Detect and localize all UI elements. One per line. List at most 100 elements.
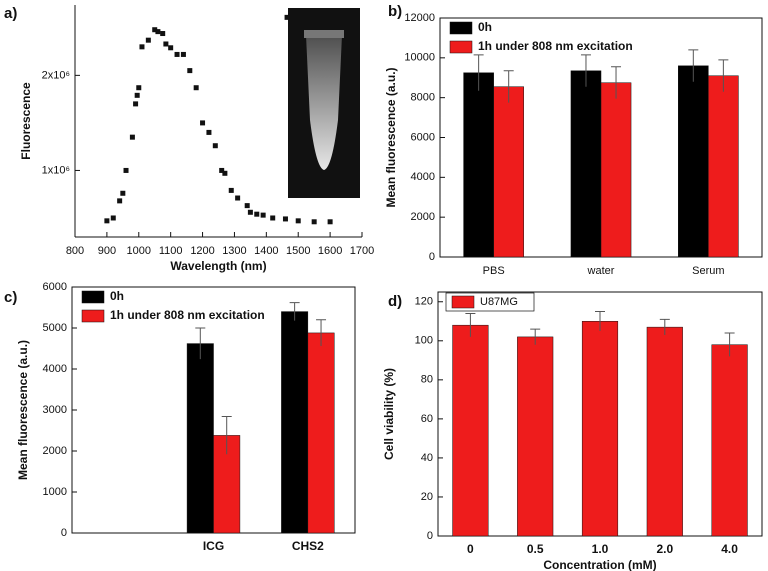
error-bar <box>659 318 670 335</box>
x-tick-label: 900 <box>98 245 116 257</box>
x-tick-label: 4.0 <box>721 542 738 556</box>
bar <box>600 82 632 258</box>
bar <box>307 332 335 534</box>
y-tick-label: 4000 <box>411 171 435 183</box>
data-point <box>212 143 218 149</box>
bar <box>708 75 739 258</box>
x-tick-label: water <box>587 265 615 277</box>
y-axis-label: Mean fluorescence (a.u.) <box>16 340 30 480</box>
bar <box>517 336 554 537</box>
x-tick-label: 2.0 <box>656 542 673 556</box>
error-bar <box>724 332 735 357</box>
legend-label: 1h under 808 nm excitation <box>478 39 633 53</box>
data-point <box>152 27 158 33</box>
y-tick-label: 5000 <box>43 322 67 334</box>
error-bar <box>611 66 622 99</box>
data-point <box>117 198 123 204</box>
data-point <box>247 209 253 215</box>
data-point <box>180 51 186 57</box>
y-tick-label: 120 <box>415 296 433 308</box>
legend-label: U87MG <box>480 296 518 308</box>
data-point <box>139 44 145 50</box>
legend-swatch <box>81 309 105 323</box>
bar <box>678 65 709 258</box>
x-axis-label: Concentration (mM) <box>543 558 656 571</box>
bar <box>711 344 748 537</box>
y-tick-label: 2x10⁶ <box>42 69 70 81</box>
bar <box>452 324 489 537</box>
y-tick-label: 0 <box>429 251 435 263</box>
x-tick-label: ICG <box>203 539 224 553</box>
x-tick-label: Serum <box>692 265 724 277</box>
x-tick-label: 0.5 <box>527 542 544 556</box>
data-point <box>228 187 234 193</box>
legend-label: 1h under 808 nm excitation <box>110 308 265 322</box>
x-tick-label: CHS2 <box>292 539 324 553</box>
error-bar <box>316 319 327 347</box>
bar <box>186 343 214 534</box>
x-tick-label: 1300 <box>222 245 246 257</box>
y-tick-label: 20 <box>421 491 433 503</box>
error-bar <box>221 416 232 455</box>
bar <box>581 321 619 537</box>
y-tick-label: 3000 <box>43 404 67 416</box>
data-point <box>254 211 260 217</box>
legend-swatch <box>451 295 475 309</box>
x-tick-label: 1000 <box>127 245 151 257</box>
data-point <box>163 41 169 47</box>
data-point <box>155 29 161 35</box>
x-tick-label: 1100 <box>159 245 183 257</box>
data-point <box>282 216 288 222</box>
x-tick-label: 1700 <box>350 245 374 257</box>
data-point <box>174 51 180 57</box>
data-point <box>200 120 206 126</box>
panel-label: b) <box>388 3 402 20</box>
error-bar <box>195 327 206 360</box>
legend-label: 0h <box>110 289 124 303</box>
y-tick-label: 6000 <box>43 281 67 293</box>
y-tick-label: 6000 <box>411 131 435 143</box>
x-tick-label: PBS <box>483 265 505 277</box>
x-tick-label: 1.0 <box>592 542 609 556</box>
error-bar <box>289 302 300 321</box>
y-axis-label: Fluorescence <box>19 82 33 160</box>
y-tick-label: 12000 <box>404 12 435 24</box>
x-tick-label: 1200 <box>190 245 214 257</box>
error-bar <box>595 311 605 332</box>
data-point <box>160 31 166 37</box>
data-point <box>145 37 151 43</box>
y-tick-label: 4000 <box>43 363 67 375</box>
error-bar <box>473 54 484 91</box>
legend-frame <box>445 292 535 312</box>
data-point <box>222 170 228 176</box>
x-tick-label: 1500 <box>286 245 310 257</box>
error-bar <box>580 54 591 87</box>
error-bar <box>530 328 541 345</box>
y-tick-label: 40 <box>421 452 433 464</box>
y-tick-label: 2000 <box>411 211 435 223</box>
data-point <box>235 195 241 201</box>
bar <box>281 311 309 534</box>
y-tick-label: 1000 <box>43 486 67 498</box>
bar <box>570 70 602 258</box>
x-tick-label: 800 <box>66 245 84 257</box>
data-point <box>206 129 212 135</box>
x-tick-label: 1600 <box>318 245 342 257</box>
y-tick-label: 0 <box>61 527 67 539</box>
data-point <box>168 45 174 51</box>
data-point <box>311 219 317 225</box>
error-bar <box>718 59 729 92</box>
error-bar <box>465 312 476 337</box>
data-point <box>123 167 129 173</box>
y-tick-label: 1x10⁶ <box>42 164 70 176</box>
data-point <box>110 215 116 221</box>
data-point <box>295 218 301 224</box>
y-tick-label: 2000 <box>43 445 67 457</box>
data-point <box>129 134 135 140</box>
error-bar <box>688 49 699 82</box>
y-tick-label: 8000 <box>411 92 435 104</box>
panel-label: d) <box>388 293 402 310</box>
bar <box>493 86 524 258</box>
data-point <box>104 218 110 224</box>
